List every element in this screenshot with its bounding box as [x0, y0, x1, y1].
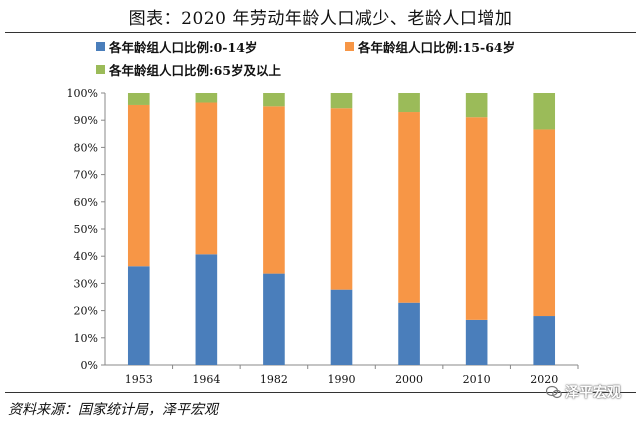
- bar-segment: [465, 319, 488, 365]
- wechat-logo-icon: [546, 385, 562, 399]
- bar-segment: [465, 117, 488, 320]
- legend-label-0-14: 各年龄组人口比例:0-14岁: [109, 40, 258, 55]
- y-tick-label: 20%: [74, 305, 98, 318]
- bar-segment: [330, 108, 353, 290]
- y-tick-label: 50%: [74, 223, 98, 236]
- bar-segment: [195, 254, 218, 365]
- y-tick-label: 40%: [74, 250, 98, 263]
- bar-segment: [398, 112, 420, 303]
- y-tick-label: 70%: [74, 169, 98, 182]
- bar-segment: [195, 102, 218, 255]
- legend-item-15-64: 各年龄组人口比例:15-64岁: [345, 37, 515, 56]
- bar-segment: [533, 316, 556, 365]
- bar-segment: [330, 93, 353, 109]
- bar-segment: [398, 93, 420, 113]
- x-tick-label: 2000: [395, 373, 423, 386]
- legend-swatch-15-64: [345, 42, 354, 51]
- source-rule: [5, 392, 636, 393]
- y-tick-label: 0%: [81, 359, 98, 372]
- x-tick-label: 1990: [328, 373, 356, 386]
- legend-item-65-plus: 各年龄组人口比例:65岁及以上: [96, 60, 281, 79]
- x-tick-label: 2020: [530, 373, 558, 386]
- bar-segment: [465, 93, 488, 118]
- bar-segment: [263, 93, 285, 107]
- source-note: 资料来源：国家统计局，泽平宏观: [8, 402, 218, 418]
- watermark: 泽平宏观: [546, 382, 621, 402]
- legend: 各年龄组人口比例:0-14岁 各年龄组人口比例:15-64岁 各年龄组人口比例:…: [0, 0, 641, 90]
- bar-segment: [127, 93, 150, 105]
- legend-swatch-0-14: [96, 42, 105, 51]
- legend-label-65-plus: 各年龄组人口比例:65岁及以上: [109, 63, 282, 78]
- bar-segment: [127, 266, 150, 365]
- chart-title: 图表：2020 年劳动年龄人口减少、老龄人口增加: [128, 9, 513, 29]
- bar-segment: [533, 93, 556, 130]
- legend-label-15-64: 各年龄组人口比例:15-64岁: [358, 40, 516, 55]
- x-tick-label: 1964: [192, 373, 220, 386]
- bar-segment: [398, 302, 420, 365]
- bar-segment: [330, 289, 353, 365]
- bar-segment: [195, 93, 218, 103]
- x-tick-label: 1953: [125, 373, 153, 386]
- y-tick-label: 30%: [74, 277, 98, 290]
- y-tick-label: 100%: [67, 87, 98, 100]
- bar-segment: [263, 106, 285, 274]
- y-tick-label: 80%: [74, 141, 98, 154]
- legend-item-0-14: 各年龄组人口比例:0-14岁: [96, 37, 257, 56]
- y-tick-label: 90%: [74, 114, 98, 127]
- x-tick-label: 2010: [463, 373, 491, 386]
- bar-segment: [533, 129, 556, 317]
- legend-swatch-65-plus: [96, 65, 105, 74]
- title-rule: [5, 32, 636, 33]
- y-tick-label: 10%: [74, 332, 98, 345]
- watermark-text: 泽平宏观: [565, 385, 621, 401]
- y-tick-label: 60%: [74, 196, 98, 209]
- bar-segment: [127, 104, 150, 267]
- bar-segment: [263, 273, 285, 365]
- x-tick-label: 1982: [260, 373, 288, 386]
